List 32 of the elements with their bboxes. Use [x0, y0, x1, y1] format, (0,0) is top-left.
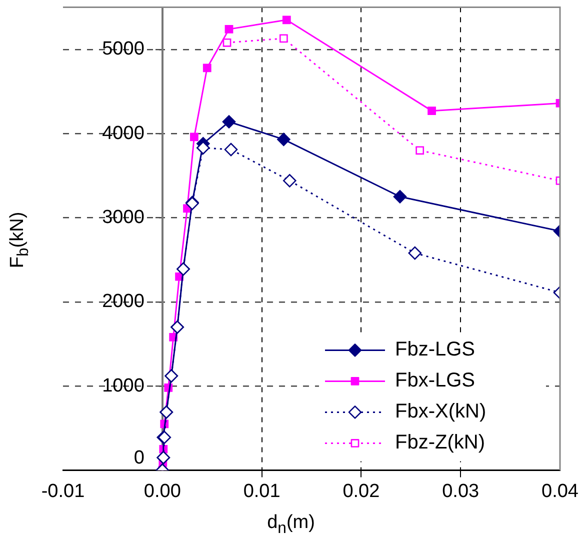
point — [222, 115, 236, 128]
point — [416, 146, 424, 155]
x-tick-label: 0.01 — [243, 480, 280, 502]
point — [277, 132, 290, 146]
point — [202, 64, 212, 72]
y-tick-label: 5000 — [102, 38, 144, 60]
legend-label: Fbx-X(kN) — [395, 400, 486, 423]
y-tick-label: 3000 — [102, 206, 144, 228]
legend-label: Fbx-LGS — [395, 370, 476, 392]
point — [196, 141, 210, 155]
point — [222, 38, 232, 47]
point — [282, 16, 291, 24]
legend-label: Fbz-Z(kN) — [395, 432, 485, 454]
legend-label: Fbz-LGS — [395, 338, 476, 361]
x-tick-label: -0.01 — [41, 480, 85, 502]
x-axis-title: d$_{n}$(m) — [266, 512, 316, 538]
point — [224, 24, 234, 34]
x-tick-label: 0.04 — [542, 480, 579, 502]
x-tick-label: 0.00 — [144, 480, 181, 502]
point — [282, 174, 296, 188]
y-tick-label: 1000 — [102, 375, 144, 396]
point — [408, 246, 422, 260]
point — [279, 34, 288, 43]
point — [190, 132, 198, 142]
y-tick-label: 2000 — [102, 291, 144, 312]
point — [224, 142, 238, 156]
y-tick-label: 0 — [134, 447, 144, 468]
x-tick-label: 0.02 — [342, 480, 380, 502]
point — [393, 190, 407, 204]
y-tick-label: 4000 — [102, 122, 144, 144]
point — [428, 106, 436, 116]
x-tick-label: 0.03 — [442, 480, 480, 502]
